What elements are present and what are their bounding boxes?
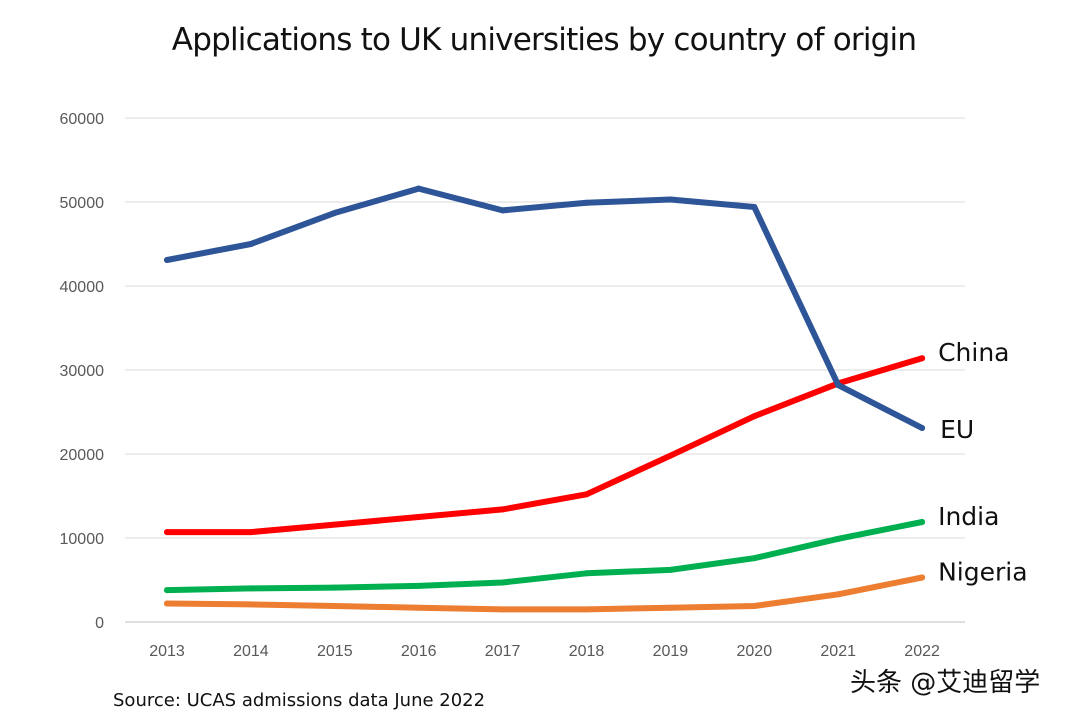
data-point-china <box>415 514 422 520</box>
data-point-china <box>164 529 170 536</box>
series-label-india: India <box>938 502 999 531</box>
series-label-china: China <box>938 338 1009 367</box>
data-point-nigeria <box>331 603 338 610</box>
data-point-china <box>499 506 506 513</box>
y-tick-label: 60000 <box>60 111 105 128</box>
data-point-china <box>751 413 758 420</box>
data-point-india <box>164 587 170 594</box>
y-tick-label: 20000 <box>60 447 105 464</box>
data-point-nigeria <box>164 600 170 607</box>
data-point-nigeria <box>583 606 590 613</box>
series-line-india <box>164 519 926 594</box>
y-axis-tick-labels: 0 10000 20000 30000 40000 50000 60000 <box>60 111 105 632</box>
series-label-eu: EU <box>940 415 974 444</box>
x-tick-label: 2019 <box>653 643 689 660</box>
data-point-nigeria <box>667 604 674 611</box>
data-point-eu <box>331 209 338 216</box>
series-line-nigeria <box>164 574 926 613</box>
data-point-nigeria <box>919 574 926 581</box>
data-point-china <box>331 521 338 528</box>
data-point-nigeria <box>415 604 422 611</box>
series-end-labels: Nigeria India China EU <box>938 338 1027 586</box>
data-point-india <box>331 584 338 591</box>
data-point-india <box>667 566 674 573</box>
x-tick-label: 2018 <box>569 643 605 660</box>
data-point-eu <box>667 196 674 203</box>
x-tick-label: 2020 <box>737 643 773 660</box>
x-tick-label: 2015 <box>317 643 353 660</box>
data-point-india <box>247 585 254 592</box>
data-point-eu <box>247 241 254 247</box>
data-point-nigeria <box>499 606 506 613</box>
y-tick-label: 40000 <box>60 279 105 296</box>
series-line-eu <box>164 185 926 431</box>
data-point-eu <box>415 185 422 192</box>
x-axis-tick-labels: 2013 2014 2015 2016 2017 2018 2019 2020 2021 2022 <box>149 643 940 660</box>
data-point-india <box>583 570 590 577</box>
x-tick-label: 2013 <box>149 643 185 660</box>
data-point-eu <box>499 207 506 214</box>
series-line-china <box>164 355 926 536</box>
data-point-eu <box>751 204 758 211</box>
x-tick-label: 2022 <box>904 643 940 660</box>
data-point-india <box>919 519 926 526</box>
watermark-text: 头条 @艾迪留学 <box>850 668 1041 698</box>
data-point-china <box>667 452 674 459</box>
data-point-nigeria <box>247 601 254 608</box>
series-lines <box>164 185 926 613</box>
data-point-eu <box>164 256 170 263</box>
y-tick-label: 30000 <box>60 363 105 380</box>
x-tick-label: 2016 <box>401 643 437 660</box>
data-point-india <box>751 555 758 562</box>
data-point-eu <box>835 382 842 389</box>
source-note: Source: UCAS admissions data June 2022 <box>113 690 486 711</box>
data-point-eu <box>919 424 926 431</box>
grid-lines <box>125 117 965 623</box>
x-tick-label: 2017 <box>485 643 521 660</box>
data-point-india <box>415 582 422 589</box>
y-tick-label: 50000 <box>60 195 105 212</box>
data-point-india <box>499 579 506 586</box>
chart-title: Applications to UK universities by count… <box>171 22 917 58</box>
data-point-china <box>247 529 254 536</box>
data-point-china <box>919 355 926 362</box>
data-point-india <box>835 535 842 542</box>
data-point-china <box>583 491 590 498</box>
x-tick-label: 2021 <box>820 643 856 660</box>
x-tick-label: 2014 <box>233 643 269 660</box>
series-label-nigeria: Nigeria <box>938 557 1027 586</box>
data-point-eu <box>583 199 590 206</box>
data-point-nigeria <box>835 591 842 598</box>
y-tick-label: 0 <box>95 615 104 632</box>
y-tick-label: 10000 <box>60 531 105 548</box>
data-point-nigeria <box>751 603 758 610</box>
